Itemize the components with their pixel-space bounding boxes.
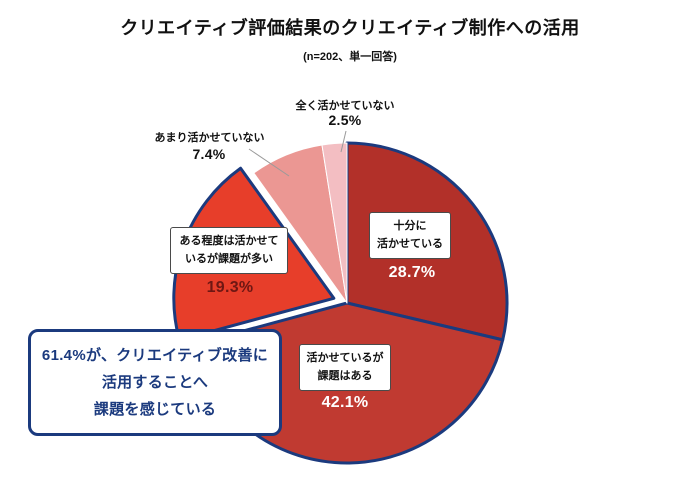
slice-pct-utilized-with-issues: 42.1% (321, 394, 369, 411)
slice-label-not-utilized-at-all: 全く活かせていない (295, 100, 395, 112)
chart-title: クリエイティブ評価結果のクリエイティブ制作への活用 (120, 18, 580, 38)
slice-label-box-fully-utilized: 十分に 活かせている (369, 212, 451, 260)
slice-label-not-utilized-much: あまり活かせていない (154, 132, 265, 144)
leader-line-not-utilized-much (248, 148, 290, 177)
pie-slice-4 (321, 142, 348, 304)
callout-box: 61.4%が、クリエイティブ改善に 活用することへ 課題を感じている (28, 329, 282, 436)
slice-pct-somewhat-utilized: 19.3% (206, 279, 254, 296)
slice-label-box-somewhat-utilized: ある程度は活かせて いるが課題が多い (170, 227, 288, 275)
slice-pct-not-utilized-at-all: 2.5% (328, 112, 362, 128)
slice-pct-not-utilized-much: 7.4% (192, 146, 226, 162)
callout-text: 61.4%が、クリエイティブ改善に 活用することへ 課題を感じている (41, 347, 269, 418)
sample-size-note: (n=202、単一回答) (303, 51, 397, 63)
leader-line-not-utilized-at-all (340, 130, 347, 153)
slice-pct-fully-utilized: 28.7% (388, 264, 436, 281)
slice-label-box-utilized-with-issues: 活かせているが 課題はある (299, 344, 391, 392)
